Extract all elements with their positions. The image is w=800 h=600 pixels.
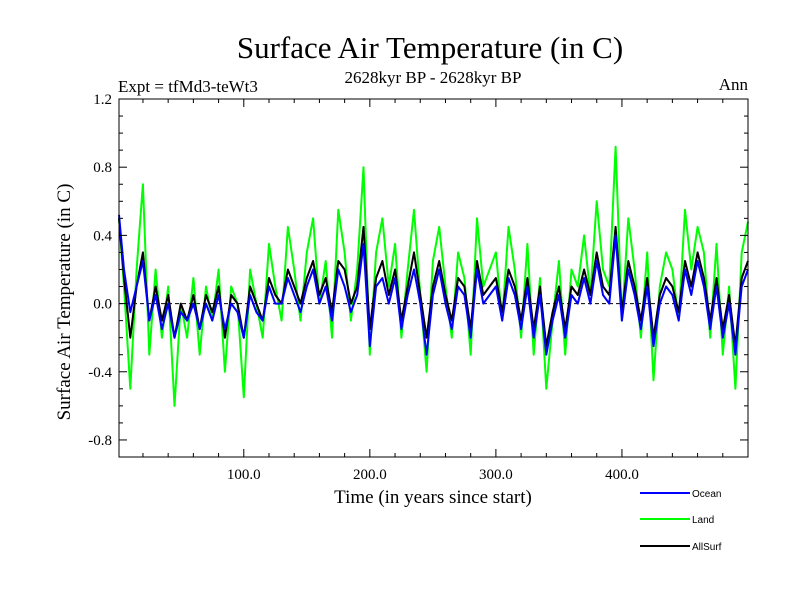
- legend-label-ocean: Ocean: [692, 489, 721, 500]
- plot-area: -0.8 -0.4 0.0 0.4 0.8 1.2 100.0 200.0 300.0 400.0: [88, 92, 749, 483]
- plot-frame: [118, 98, 749, 458]
- x-tick-label: 300.0: [479, 467, 513, 483]
- y-tick-label: 0.0: [93, 297, 112, 313]
- chart-title: Surface Air Temperature (in C): [237, 30, 623, 65]
- period-label: Ann: [719, 75, 749, 94]
- legend: Ocean Land AllSurf: [640, 489, 722, 553]
- series-line-allsurf: [118, 218, 749, 348]
- x-axis-label: Time (in years since start): [334, 487, 532, 508]
- legend-label-allsurf: AllSurf: [692, 542, 722, 553]
- y-axis-label: Surface Air Temperature (in C): [54, 184, 75, 421]
- legend-label-land: Land: [692, 515, 714, 526]
- x-tick-label: 100.0: [227, 467, 261, 483]
- series-line-ocean: [118, 214, 749, 356]
- y-tick-label: 1.2: [93, 92, 112, 108]
- y-tick-label: 0.4: [93, 228, 112, 244]
- y-tick-label: -0.4: [88, 365, 112, 381]
- y-tick-label: -0.8: [88, 433, 112, 449]
- chart-subtitle: 2628kyr BP - 2628kyr BP: [345, 68, 522, 87]
- x-tick-label: 400.0: [605, 467, 639, 483]
- experiment-label: Expt = tfMd3-teWt3: [118, 77, 258, 96]
- series-line-land: [118, 145, 749, 407]
- y-tick-label: 0.8: [93, 160, 112, 176]
- x-tick-label: 200.0: [353, 467, 387, 483]
